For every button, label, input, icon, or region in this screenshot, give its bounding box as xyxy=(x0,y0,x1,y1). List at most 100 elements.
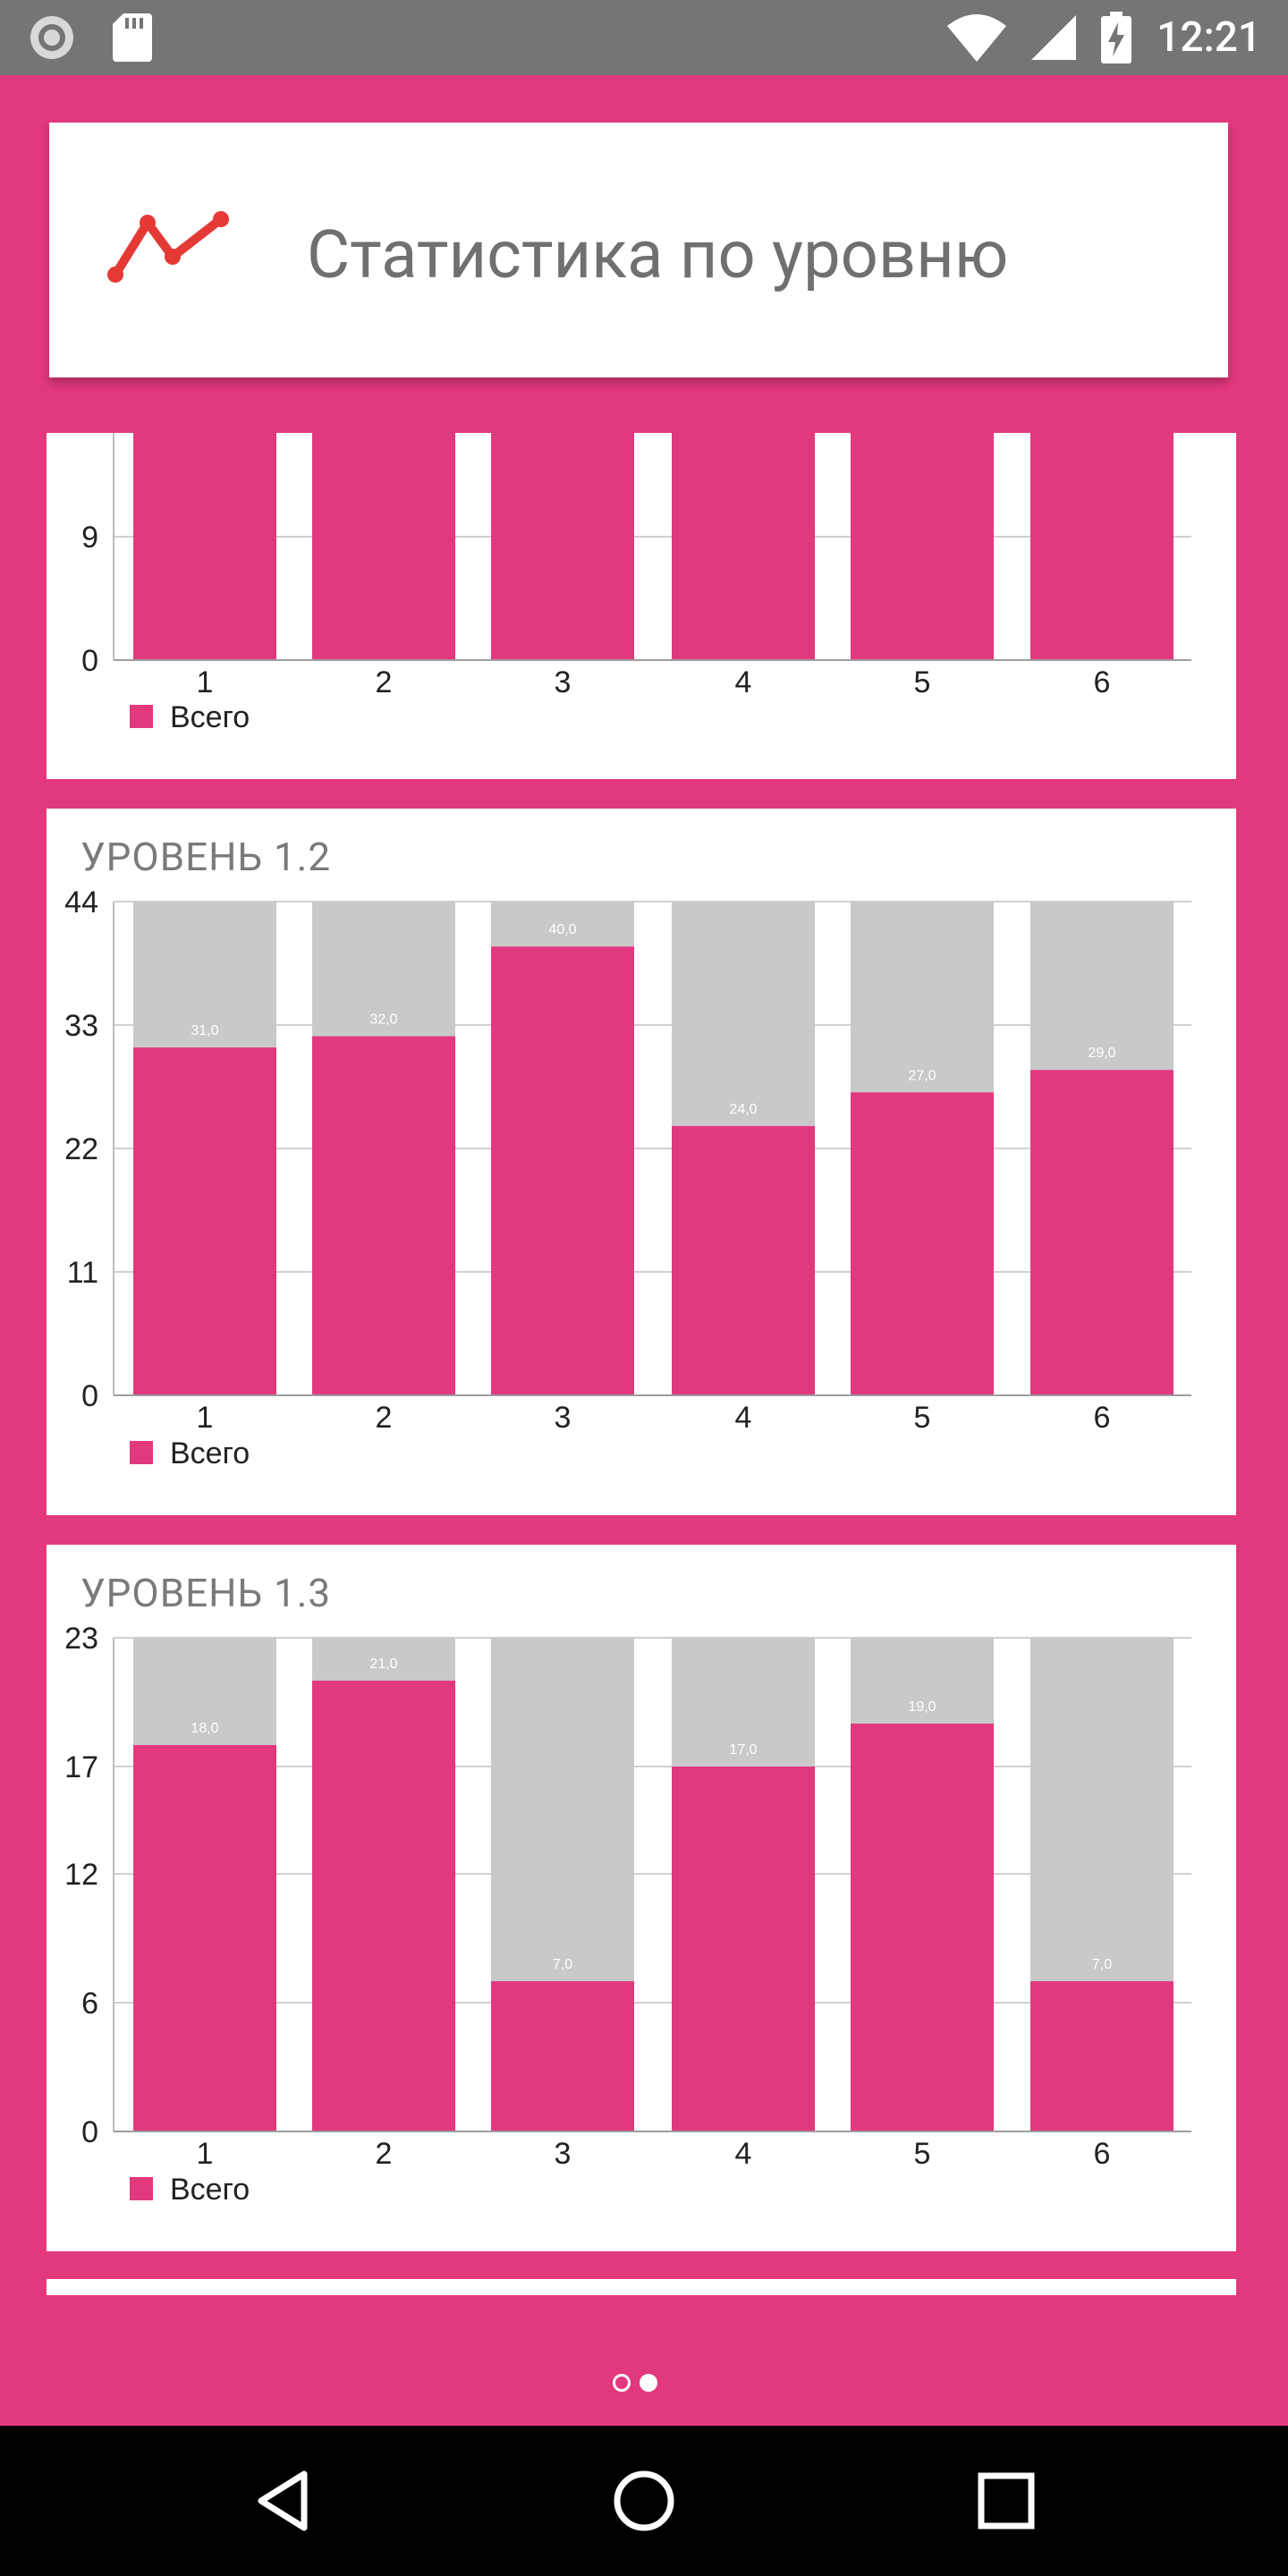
data-label: 24,0 xyxy=(729,1102,757,1117)
bar xyxy=(312,1681,455,2131)
x-tick-label: 6 xyxy=(1094,665,1111,699)
legend-label: Всего xyxy=(170,700,250,734)
bar xyxy=(851,1092,994,1395)
header-card: Статистика по уровню xyxy=(49,123,1228,377)
x-tick-label: 2 xyxy=(376,2137,393,2171)
y-tick-label: 0 xyxy=(81,644,98,678)
legend-label: Всего xyxy=(170,2173,250,2207)
y-tick-label: 0 xyxy=(81,2115,98,2149)
y-tick-label: 6 xyxy=(81,1987,98,2021)
y-tick-label: 12 xyxy=(64,1858,98,1892)
bar xyxy=(312,433,455,660)
chart-card-level-1-1: 0 9 1 2 3 4 5 6 Всего xyxy=(47,433,1236,779)
x-tick-label: 5 xyxy=(914,2137,931,2171)
bar xyxy=(672,1125,815,1395)
bar xyxy=(491,1981,634,2131)
x-tick-label: 4 xyxy=(735,1401,752,1435)
data-label: 31,0 xyxy=(191,1023,218,1038)
chart-level-1-1: 0 9 1 2 3 4 5 6 Всего xyxy=(81,433,1191,734)
status-bar: 12:21 xyxy=(0,0,1288,75)
data-label: 32,0 xyxy=(369,1013,397,1028)
chart-title: УРОВЕНЬ 1.2 xyxy=(80,834,332,880)
bar xyxy=(133,433,276,660)
bar xyxy=(133,1047,276,1395)
y-tick-label: 11 xyxy=(67,1256,98,1290)
chart-card-level-1-3: УРОВЕНЬ 1.3 0 6 12 17 23 18,0 1 21,0 2 7,0 3 17,0 4 1… xyxy=(47,1545,1236,2251)
data-label: 17,0 xyxy=(729,1742,757,1758)
x-tick-label: 1 xyxy=(197,665,214,699)
chart-title: УРОВЕНЬ 1.3 xyxy=(80,1570,332,1616)
bar-remainder xyxy=(1030,902,1174,1071)
data-label: 18,0 xyxy=(191,1721,218,1736)
bar xyxy=(672,1767,815,2131)
x-tick-label: 5 xyxy=(914,665,931,699)
wifi-icon xyxy=(947,14,1007,62)
legend-swatch xyxy=(130,2177,153,2200)
x-tick-label: 2 xyxy=(376,665,393,699)
y-tick-label: 44 xyxy=(64,886,98,919)
home-icon[interactable] xyxy=(608,2465,680,2537)
x-tick-label: 6 xyxy=(1094,2137,1111,2171)
chart-level-1-2: 0 11 22 33 44 31,0 1 32,0 2 40,0 3 24,0 4 27,0 5 29,0 6 В… xyxy=(64,886,1191,1470)
data-label: 27,0 xyxy=(908,1068,936,1083)
recents-icon[interactable] xyxy=(970,2465,1042,2537)
bar-remainder xyxy=(851,1638,994,1724)
x-tick-label: 3 xyxy=(555,1401,572,1435)
status-time: 12:21 xyxy=(1157,13,1261,62)
bar-remainder xyxy=(312,1638,455,1681)
y-tick-label: 33 xyxy=(64,1009,98,1043)
line-chart-icon xyxy=(107,211,229,283)
bar xyxy=(1030,433,1174,660)
x-tick-label: 3 xyxy=(555,2137,572,2171)
y-tick-label: 23 xyxy=(64,1622,98,1656)
data-label: 7,0 xyxy=(553,1957,572,1972)
battery-charging-icon xyxy=(1101,12,1132,64)
navigation-bar xyxy=(0,2426,1288,2576)
bar-remainder xyxy=(672,1638,815,1767)
data-label: 19,0 xyxy=(908,1699,936,1715)
chart-level-1-3: 0 6 12 17 23 18,0 1 21,0 2 7,0 3 17,0 4 19,0 5 7,0 6 Всег… xyxy=(64,1622,1191,2207)
chart-card-level-1-2: УРОВЕНЬ 1.2 0 11 22 33 44 31,0 1 32,0 2 40,0 3 24,0… xyxy=(47,809,1236,1515)
page-indicator xyxy=(613,2374,657,2392)
page-title: Статистика по уровню xyxy=(307,216,1009,294)
x-tick-label: 6 xyxy=(1094,1401,1111,1435)
x-tick-label: 1 xyxy=(197,1401,214,1435)
page-dot-1[interactable] xyxy=(613,2374,631,2392)
bar xyxy=(851,1724,994,2131)
x-tick-label: 1 xyxy=(197,2137,214,2171)
legend-label: Всего xyxy=(170,1436,250,1470)
data-label: 7,0 xyxy=(1092,1957,1112,1972)
bar-remainder xyxy=(312,902,455,1037)
back-icon[interactable] xyxy=(249,2465,320,2537)
bar-remainder xyxy=(133,902,276,1048)
x-tick-label: 4 xyxy=(735,665,752,699)
y-tick-label: 0 xyxy=(81,1379,98,1413)
chart-card-next xyxy=(47,2279,1236,2295)
data-label: 21,0 xyxy=(369,1657,397,1672)
x-tick-label: 2 xyxy=(376,1401,393,1435)
signal-icon xyxy=(1031,15,1077,60)
page-dot-2[interactable] xyxy=(640,2374,657,2392)
bar xyxy=(133,1745,276,2131)
bar xyxy=(491,433,634,660)
bar-remainder xyxy=(491,902,634,947)
bar xyxy=(1030,1070,1174,1395)
bar-remainder xyxy=(1030,1638,1174,1981)
x-tick-label: 3 xyxy=(555,665,572,699)
bar xyxy=(851,433,994,660)
x-tick-label: 4 xyxy=(735,2137,752,2171)
data-label: 29,0 xyxy=(1088,1046,1115,1061)
bar xyxy=(1030,1981,1174,2131)
record-icon xyxy=(30,16,73,59)
bar xyxy=(491,946,634,1395)
legend-swatch xyxy=(130,1441,153,1464)
bar-remainder xyxy=(491,1638,634,1981)
x-tick-label: 5 xyxy=(914,1401,931,1435)
y-tick-label: 17 xyxy=(64,1750,98,1784)
bar-remainder xyxy=(672,902,815,1126)
bar-remainder xyxy=(133,1638,276,1745)
data-label: 40,0 xyxy=(548,922,576,937)
bar-remainder xyxy=(851,902,994,1093)
bar xyxy=(672,433,815,660)
bar xyxy=(312,1036,455,1395)
